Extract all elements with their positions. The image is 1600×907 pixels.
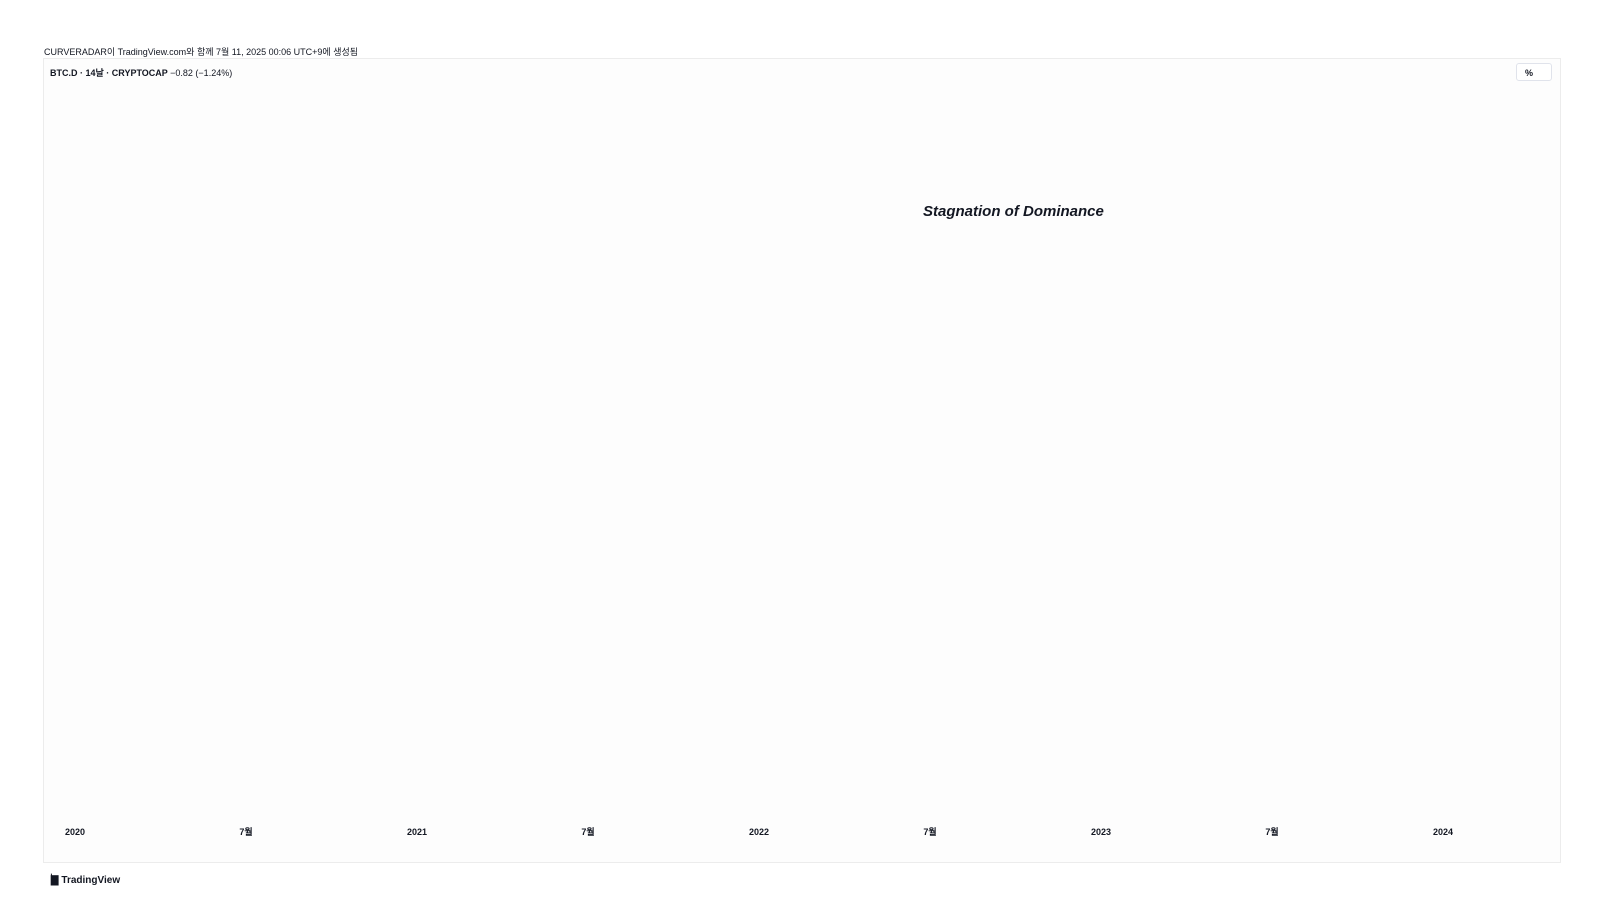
x-axis-tick-label: 2020 xyxy=(65,827,85,837)
x-axis-tick-label: 2024 xyxy=(1433,827,1453,837)
x-axis-tick-label: 7월 xyxy=(1265,826,1278,837)
symbol-name: BTC.D · 14날 · CRYPTOCAP xyxy=(50,68,168,78)
x-axis-tick-label: 7월 xyxy=(923,826,936,837)
x-axis-tick-label: 2022 xyxy=(749,827,769,837)
x-axis-tick-label: 7월 xyxy=(581,826,594,837)
percent-scale-button[interactable]: % xyxy=(1516,63,1552,81)
x-axis-tick-label: 7월 xyxy=(239,826,252,837)
tradingview-brand: TradingView xyxy=(61,875,121,886)
x-axis-tick-label: 2021 xyxy=(407,827,427,837)
x-axis-tick-label: 2023 xyxy=(1091,827,1111,837)
tradingview-logo-icon: ▕▇ xyxy=(44,875,58,886)
annotation-stagnation: Stagnation of Dominance xyxy=(923,203,1104,220)
chart-attribution: CURVERADAR이 TradingView.com와 함께 7월 11, 2… xyxy=(44,47,359,57)
chart-pane[interactable] xyxy=(43,58,1561,863)
symbol-legend: BTC.D · 14날 · CRYPTOCAP −0.82 (−1.24%) xyxy=(50,66,232,79)
symbol-change: −0.82 (−1.24%) xyxy=(170,68,233,78)
tradingview-logo[interactable]: ▕▇ TradingView xyxy=(44,875,120,886)
